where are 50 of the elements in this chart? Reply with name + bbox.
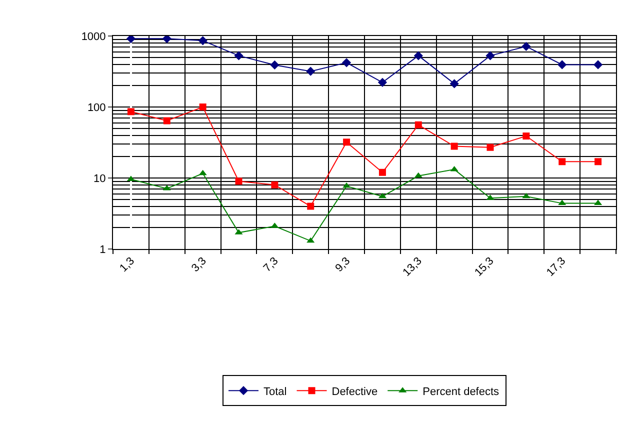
point	[127, 108, 134, 116]
point	[522, 132, 530, 140]
point	[522, 42, 531, 51]
point	[307, 202, 314, 210]
point	[414, 51, 423, 60]
y-tick-label: 1	[100, 244, 106, 256]
point	[378, 192, 386, 198]
x-tick-label: 9,3	[333, 255, 353, 275]
y-tick-label: 100	[87, 102, 106, 114]
point	[414, 172, 422, 178]
point	[199, 104, 206, 110]
point	[343, 138, 350, 146]
legend-label: Defective	[332, 386, 378, 398]
point	[306, 66, 316, 76]
point	[486, 51, 495, 60]
x-tick-label: 13,3	[400, 255, 424, 279]
point	[450, 166, 458, 172]
point	[126, 176, 135, 182]
legend-label: Total	[264, 386, 287, 398]
point	[342, 58, 352, 68]
x-tick-label: 15,3	[472, 255, 496, 279]
point	[594, 158, 602, 166]
point	[450, 142, 458, 150]
x-tick-label: 1,3	[118, 255, 137, 275]
point	[558, 158, 566, 166]
point	[414, 121, 422, 128]
point	[271, 181, 278, 188]
y-tick-label: 1000	[81, 30, 106, 43]
point	[162, 36, 172, 44]
x-tick-label: 3,3	[190, 255, 209, 275]
point	[450, 79, 459, 88]
point	[234, 51, 244, 60]
point	[378, 78, 388, 87]
y-tick-label: 10	[94, 172, 106, 185]
point	[198, 36, 208, 46]
point	[198, 170, 207, 176]
point	[522, 192, 530, 198]
point	[558, 60, 567, 70]
point	[593, 60, 603, 70]
x-tick-label: 7,3	[261, 255, 281, 275]
point	[594, 200, 602, 206]
point	[235, 178, 242, 185]
legend-label: Percent defects	[422, 386, 500, 398]
point	[378, 168, 386, 176]
point	[126, 36, 136, 44]
point	[306, 237, 315, 243]
point	[558, 200, 566, 206]
point	[163, 117, 170, 124]
point	[270, 60, 280, 70]
point	[486, 144, 494, 151]
